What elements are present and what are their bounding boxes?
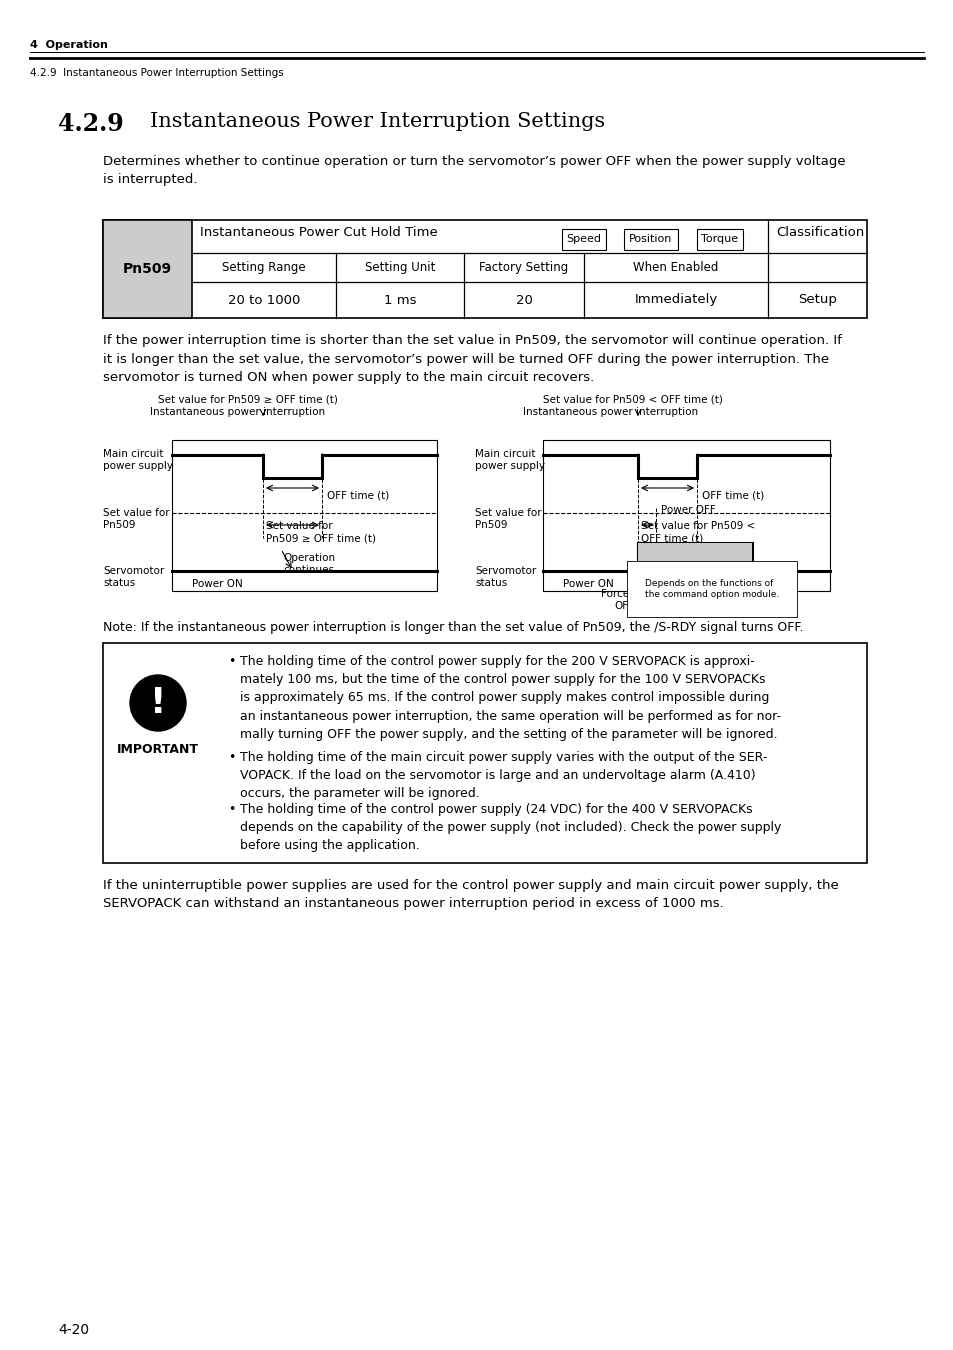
Bar: [623, 230, 678, 250]
Text: !: !: [150, 686, 166, 720]
Text: OFF time (t): OFF time (t): [701, 490, 763, 500]
Text: Power OFF: Power OFF: [660, 505, 715, 514]
Text: The holding time of the main circuit power supply varies with the output of the : The holding time of the main circuit pow…: [240, 751, 766, 801]
Text: 4.2.9: 4.2.9: [58, 112, 124, 136]
Circle shape: [130, 675, 186, 730]
Text: 1 ms: 1 ms: [383, 293, 416, 306]
Text: Main circuit
power supply: Main circuit power supply: [475, 450, 544, 471]
Text: 4-20: 4-20: [58, 1323, 89, 1336]
Text: Setting Range: Setting Range: [222, 261, 306, 274]
Text: Instantaneous power interruption: Instantaneous power interruption: [150, 406, 325, 417]
Text: Power ON: Power ON: [192, 579, 242, 589]
Text: Speed: Speed: [566, 234, 601, 244]
Text: If the power interruption time is shorter than the set value in Pn509, the servo: If the power interruption time is shorte…: [103, 333, 841, 383]
Text: Position: Position: [629, 234, 672, 244]
Text: 4.2.9  Instantaneous Power Interruption Settings: 4.2.9 Instantaneous Power Interruption S…: [30, 68, 283, 78]
Bar: [103, 220, 866, 319]
Bar: [103, 643, 866, 863]
Bar: [103, 220, 192, 319]
Text: Depends on the functions of
the command option module.: Depends on the functions of the command …: [644, 579, 779, 599]
Text: •: •: [228, 803, 235, 815]
Text: Torque: Torque: [700, 234, 738, 244]
Text: Setting Unit: Setting Unit: [364, 261, 435, 274]
Text: IMPORTANT: IMPORTANT: [117, 743, 199, 756]
Text: OFF time (t): OFF time (t): [327, 490, 389, 500]
Bar: [172, 440, 436, 591]
Text: 20: 20: [515, 293, 532, 306]
Text: Set value for Pn509 ≥ OFF time (t): Set value for Pn509 ≥ OFF time (t): [158, 396, 337, 405]
Text: Instantaneous Power Cut Hold Time: Instantaneous Power Cut Hold Time: [200, 225, 437, 239]
Text: Instantaneous Power Interruption Settings: Instantaneous Power Interruption Setting…: [150, 112, 604, 131]
Text: Note: If the instantaneous power interruption is longer than the set value of Pn: Note: If the instantaneous power interru…: [103, 621, 802, 634]
Text: Immediately: Immediately: [634, 293, 717, 306]
Text: Pn509: Pn509: [123, 262, 172, 275]
Text: Setup: Setup: [798, 293, 836, 306]
Text: •: •: [228, 751, 235, 764]
Text: Factory Setting: Factory Setting: [478, 261, 568, 274]
Bar: [697, 230, 742, 250]
Text: Classification: Classification: [775, 225, 863, 239]
Text: Instantaneous power interruption: Instantaneous power interruption: [522, 406, 698, 417]
Text: The holding time of the control power supply (24 VDC) for the 400 V SERVOPACKs
d: The holding time of the control power su…: [240, 803, 781, 852]
Bar: [542, 440, 829, 591]
Text: Set value for Pn509 < OFF time (t): Set value for Pn509 < OFF time (t): [542, 396, 722, 405]
Text: Operation
continues.: Operation continues.: [283, 554, 337, 575]
Bar: [561, 230, 605, 250]
Text: When Enabled: When Enabled: [633, 261, 718, 274]
Text: If the uninterruptible power supplies are used for the control power supply and : If the uninterruptible power supplies ar…: [103, 879, 838, 910]
Text: Determines whether to continue operation or turn the servomotor’s power OFF when: Determines whether to continue operation…: [103, 155, 844, 186]
Text: 4  Operation: 4 Operation: [30, 40, 108, 50]
Text: •: •: [228, 655, 235, 668]
Text: Main circuit
power supply: Main circuit power supply: [103, 450, 172, 471]
Text: Forced
OFF.: Forced OFF.: [600, 589, 636, 612]
Text: Power ON: Power ON: [562, 579, 613, 589]
Text: Set value for
Pn509 ≥ OFF time (t): Set value for Pn509 ≥ OFF time (t): [266, 521, 375, 544]
Text: Servomotor
status: Servomotor status: [103, 566, 164, 589]
Text: Set value for Pn509 <
OFF time (t): Set value for Pn509 < OFF time (t): [640, 521, 755, 544]
Text: 20 to 1000: 20 to 1000: [228, 293, 300, 306]
Text: The holding time of the control power supply for the 200 V SERVOPACK is approxi-: The holding time of the control power su…: [240, 655, 781, 741]
Bar: [638, 543, 751, 571]
Text: Set value for
Pn509: Set value for Pn509: [103, 508, 170, 531]
Text: Servomotor
status: Servomotor status: [475, 566, 536, 589]
Text: Set value for
Pn509: Set value for Pn509: [475, 508, 541, 531]
